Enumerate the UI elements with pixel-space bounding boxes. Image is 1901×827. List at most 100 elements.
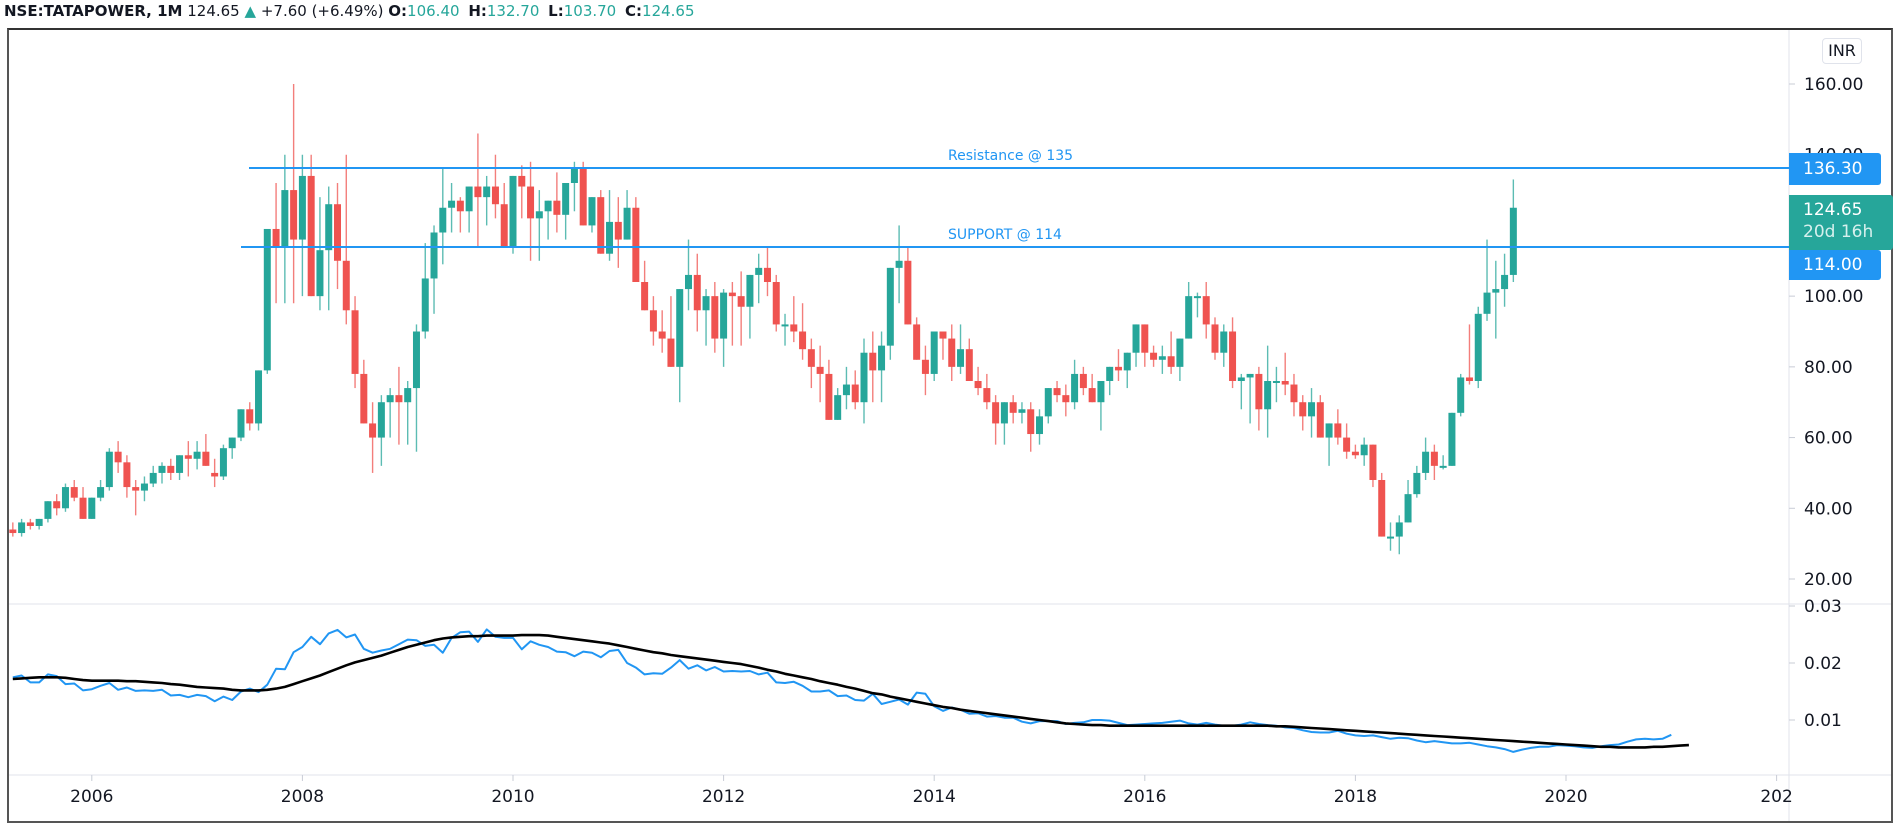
candle[interactable] — [474, 133, 482, 247]
candle[interactable] — [448, 183, 456, 233]
candle[interactable] — [237, 409, 245, 442]
candle[interactable] — [334, 183, 341, 290]
candle[interactable] — [1053, 381, 1061, 403]
candle[interactable] — [1325, 423, 1333, 466]
candle[interactable] — [1299, 395, 1307, 431]
candle[interactable] — [1264, 345, 1272, 438]
candle[interactable] — [781, 313, 789, 346]
candle[interactable] — [676, 289, 684, 403]
candle[interactable] — [527, 161, 535, 261]
candle[interactable] — [1114, 349, 1122, 381]
candle[interactable] — [1071, 359, 1079, 410]
candle[interactable] — [518, 165, 526, 219]
currency-button[interactable]: INR — [1822, 38, 1862, 64]
candle[interactable] — [377, 395, 385, 466]
candle[interactable] — [1290, 373, 1298, 417]
candle[interactable] — [360, 359, 368, 424]
candle[interactable] — [1457, 373, 1465, 417]
candle[interactable] — [1097, 381, 1105, 431]
candle[interactable] — [860, 338, 868, 424]
time-axis[interactable]: 2006 2008 2010 2012 2014 2016 2018 2020 202 — [70, 775, 1793, 807]
candle[interactable] — [369, 402, 377, 473]
indicator-pane[interactable] — [12, 628, 1689, 753]
candle[interactable] — [167, 458, 175, 480]
candle[interactable] — [1501, 253, 1509, 307]
candle[interactable] — [799, 303, 807, 360]
candle[interactable] — [544, 200, 552, 240]
candle[interactable] — [1404, 480, 1412, 523]
candle[interactable] — [1229, 317, 1237, 389]
candle[interactable] — [1062, 384, 1070, 417]
candle[interactable] — [1176, 338, 1184, 381]
candle[interactable] — [1430, 444, 1438, 480]
candle[interactable] — [202, 434, 210, 466]
candle[interactable] — [939, 331, 947, 360]
candle[interactable] — [1316, 395, 1324, 438]
candle[interactable] — [1185, 282, 1193, 339]
candle[interactable] — [412, 324, 420, 452]
horizontal-lines[interactable]: Resistance @ 135 SUPPORT @ 114 — [241, 148, 1789, 248]
candle[interactable] — [649, 296, 657, 346]
candle[interactable] — [509, 175, 517, 254]
candle[interactable] — [26, 518, 34, 530]
candle[interactable] — [1027, 402, 1035, 452]
candle[interactable] — [974, 366, 982, 396]
candle[interactable] — [1351, 444, 1359, 459]
candle[interactable] — [1413, 465, 1421, 498]
candle[interactable] — [158, 462, 166, 484]
candle[interactable] — [755, 253, 763, 304]
candle[interactable] — [1465, 324, 1473, 385]
candle[interactable] — [9, 522, 17, 537]
candle[interactable] — [535, 190, 543, 261]
candle[interactable] — [1360, 437, 1368, 466]
candle[interactable] — [500, 183, 508, 247]
candle[interactable] — [1123, 352, 1131, 389]
candle[interactable] — [1141, 324, 1149, 367]
candle[interactable] — [1158, 345, 1166, 374]
candle[interactable] — [1009, 395, 1017, 424]
candle[interactable] — [1106, 366, 1114, 396]
candle[interactable] — [79, 487, 87, 519]
candle[interactable] — [430, 225, 438, 314]
candle[interactable] — [1000, 402, 1008, 445]
candle[interactable] — [1237, 373, 1245, 410]
candle[interactable] — [307, 154, 315, 297]
candle[interactable] — [1281, 352, 1289, 396]
candle[interactable] — [342, 154, 350, 325]
candle[interactable] — [18, 518, 26, 537]
candle[interactable] — [105, 448, 113, 491]
candle[interactable] — [1088, 373, 1096, 403]
candle[interactable] — [316, 197, 324, 311]
candle[interactable] — [693, 253, 701, 332]
candle[interactable] — [44, 501, 52, 523]
candle[interactable] — [720, 289, 728, 367]
candle[interactable] — [465, 186, 473, 233]
candle[interactable] — [737, 271, 745, 346]
candle[interactable] — [728, 282, 736, 346]
candle[interactable] — [597, 190, 605, 254]
candle[interactable] — [35, 518, 43, 530]
candle[interactable] — [711, 282, 719, 353]
candle[interactable] — [834, 388, 842, 420]
candle[interactable] — [790, 296, 798, 343]
candle[interactable] — [211, 458, 219, 488]
candle[interactable] — [1492, 260, 1500, 339]
candle[interactable] — [1202, 282, 1210, 339]
candle[interactable] — [1308, 388, 1316, 438]
candle[interactable] — [842, 366, 850, 410]
candle[interactable] — [553, 172, 561, 233]
candle[interactable] — [746, 274, 754, 339]
candle[interactable] — [246, 402, 254, 431]
candle[interactable] — [1483, 239, 1491, 321]
candle[interactable] — [579, 161, 587, 226]
candle[interactable] — [263, 228, 271, 374]
candle[interactable] — [1422, 437, 1430, 480]
indicator-line[interactable] — [12, 628, 1672, 753]
candle[interactable] — [763, 246, 771, 297]
candle[interactable] — [685, 239, 692, 311]
candle[interactable] — [88, 497, 96, 519]
candle[interactable] — [1079, 366, 1087, 396]
candle[interactable] — [957, 324, 965, 374]
candle[interactable] — [1474, 306, 1482, 389]
